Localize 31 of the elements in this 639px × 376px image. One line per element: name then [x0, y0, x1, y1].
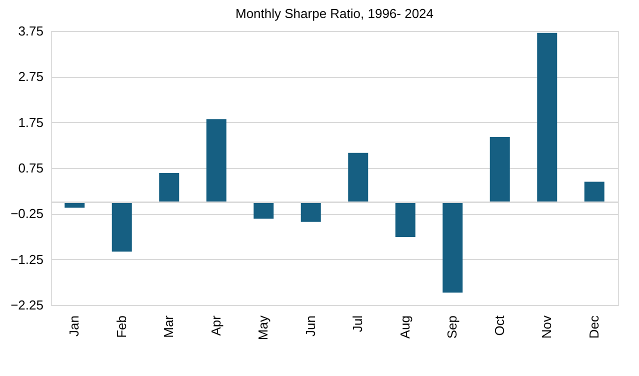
- x-tick-label: Oct: [492, 315, 507, 336]
- bar: [490, 136, 510, 202]
- y-tick-label: 0.75: [18, 160, 44, 176]
- x-tick-label: Aug: [397, 316, 412, 339]
- x-tick-label: Nov: [539, 315, 554, 339]
- bar: [584, 182, 604, 202]
- chart-title: Monthly Sharpe Ratio, 1996- 2024: [235, 6, 434, 21]
- x-tick-label: Mar: [161, 314, 176, 338]
- x-tick-label: Feb: [114, 316, 129, 338]
- bar: [395, 202, 416, 237]
- x-tick-label: Jul: [350, 315, 366, 332]
- x-tick-label: Jun: [302, 316, 318, 336]
- bar: [300, 202, 321, 222]
- bar: [254, 202, 274, 219]
- bar: [159, 173, 180, 202]
- x-tick-label: Sep: [444, 316, 460, 339]
- y-tick-label: −0.25: [10, 206, 44, 222]
- bar: [206, 119, 226, 202]
- x-tick-label: Jan: [66, 316, 82, 336]
- bar: [442, 202, 463, 293]
- x-tick-label: May: [256, 315, 271, 340]
- y-tick-label: 2.75: [18, 69, 44, 84]
- y-tick-label: 3.75: [18, 24, 44, 38]
- y-tick-label: 1.75: [18, 114, 44, 130]
- y-tick-label: −2.25: [10, 298, 44, 312]
- x-tick-label: Apr: [208, 314, 224, 336]
- bar: [537, 32, 558, 202]
- bar: [112, 202, 132, 252]
- x-tick-label: Dec: [586, 315, 602, 339]
- bar: [348, 152, 368, 202]
- y-tick-label: −1.25: [10, 252, 44, 267]
